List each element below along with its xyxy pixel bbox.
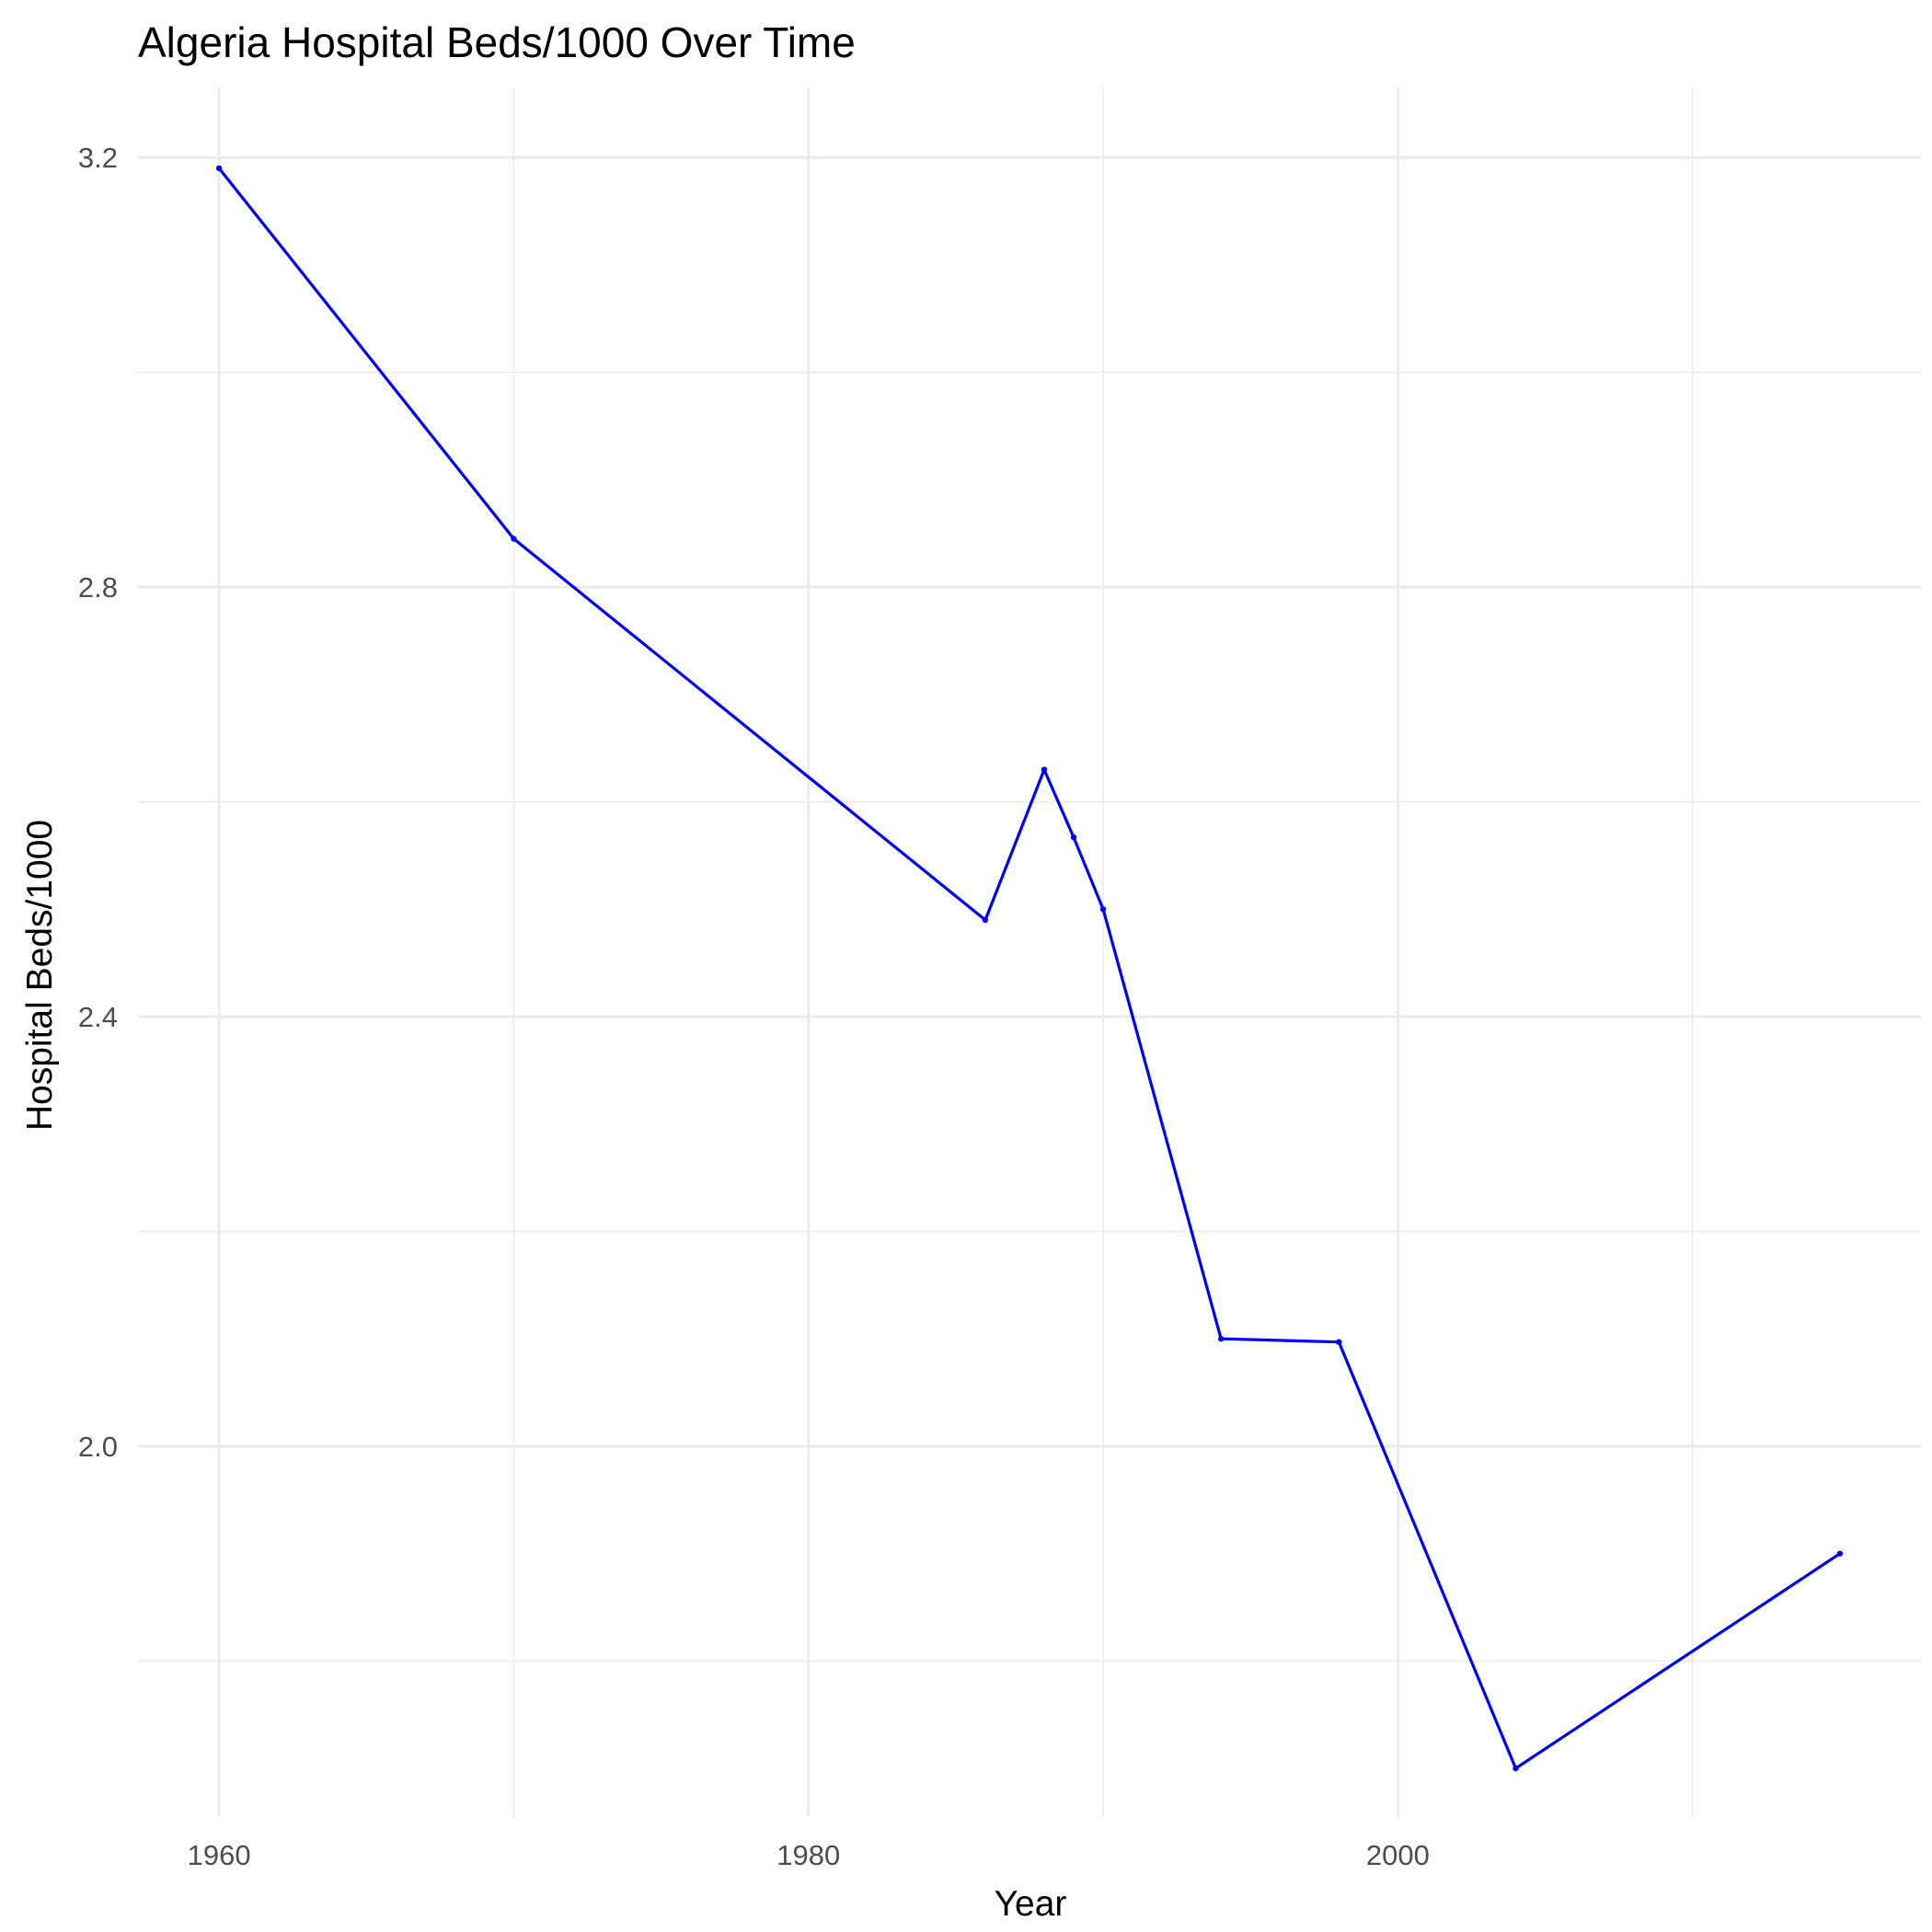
x-tick-label: 1980	[776, 1839, 840, 1871]
y-tick-label: 2.4	[78, 1001, 118, 1033]
data-point	[1041, 766, 1048, 773]
x-axis-tick-labels: 1960 1980 2000	[188, 1839, 1430, 1871]
data-point	[1512, 1765, 1519, 1772]
chart-title: Algeria Hospital Beds/1000 Over Time	[138, 18, 856, 66]
series-layer	[215, 165, 1844, 1772]
data-point	[215, 165, 223, 172]
y-axis-title: Hospital Beds/1000	[20, 820, 60, 1131]
data-point	[1070, 834, 1077, 841]
series-line	[217, 167, 1842, 1770]
x-axis-title: Year	[995, 1884, 1067, 1924]
data-point	[511, 535, 517, 542]
data-point	[982, 916, 989, 924]
minor-gridlines	[138, 87, 1921, 1817]
data-point	[1218, 1336, 1225, 1342]
x-tick-label: 2000	[1366, 1839, 1430, 1871]
x-tick-label: 1960	[188, 1839, 251, 1871]
y-tick-label: 3.2	[78, 142, 118, 174]
y-tick-label: 2.0	[78, 1431, 118, 1463]
y-axis-tick-labels: 2.0 2.4 2.8 3.2	[78, 142, 118, 1463]
y-tick-label: 2.8	[78, 571, 118, 604]
major-gridlines	[138, 87, 1921, 1817]
data-point	[1836, 1550, 1844, 1557]
data-point	[1099, 906, 1107, 913]
data-point	[1336, 1339, 1342, 1345]
